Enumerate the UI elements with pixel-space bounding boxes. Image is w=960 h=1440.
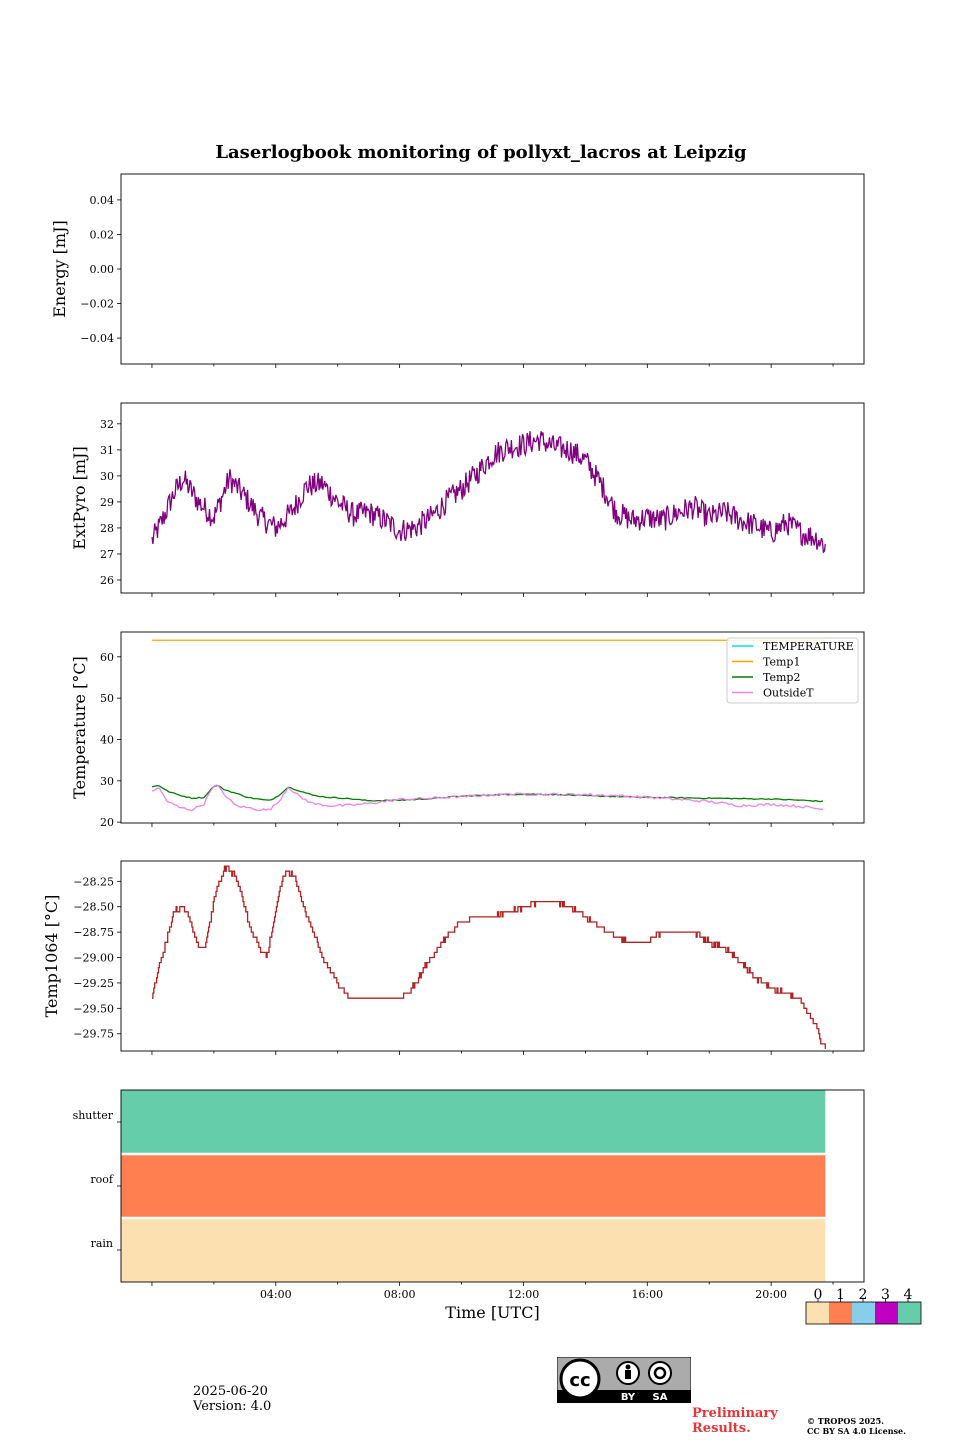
y-tick-label: −29.75 [73,1028,114,1041]
footer-date: 2025-06-20 [193,1384,268,1399]
y-tick-label: 27 [100,548,114,561]
copyright-line1: © TROPOS 2025. [807,1416,884,1426]
legend-box [726,637,859,704]
colorbar-tick-label: 1 [836,1287,845,1303]
share-alike-icon [648,1361,672,1385]
colorbar-frame [805,1301,922,1325]
row-label: rain [91,1237,113,1250]
y-tick-label: 0.02 [90,228,115,241]
row-label: shutter [73,1109,114,1122]
legend-label: Temp2 [763,671,800,684]
y-tick-label: 30 [100,775,114,788]
svg-text:SA: SA [653,1392,668,1403]
y-tick-label: 20 [100,816,114,829]
y-tick-label: −0.04 [80,332,114,345]
prelim-line1: Preliminary [692,1406,778,1421]
y-tick-label: −29.25 [73,977,114,990]
x-axis-label: Time [UTC] [445,1303,539,1322]
temp1064-line [152,865,826,1049]
temp1064-panel: −28.25 −28.50 −28.75 −29.00 −29.25 −29.50 −29.… [42,860,865,1055]
y-tick-label: −28.75 [73,926,114,939]
y-tick-label: 29 [100,496,114,509]
axes-frame [120,1089,865,1283]
x-tick-label: 16:00 [631,1288,663,1301]
y-tick-label: −28.25 [73,875,114,888]
extpyro-panel: 26 27 28 29 30 31 32 ExtPyro [mJ] [70,402,865,597]
y-tick-label: 32 [100,418,114,431]
x-tick-label: 08:00 [384,1288,416,1301]
colorbar-tick-label: 3 [881,1287,890,1303]
y-tick-label: −0.02 [80,298,114,311]
colorbar-cell [829,1302,852,1324]
legend-label: Temp1 [763,656,800,669]
x-tick-label: 12:00 [508,1288,540,1301]
y-tick-label: −29.50 [73,1002,114,1015]
colorbar-cell [806,1302,829,1324]
legend-label: TEMPERATURE [763,640,854,653]
row-label: roof [90,1173,114,1186]
temperature-panel: 20 30 40 50 60 Temperature [°C] TEMPERATURE Tem… [70,631,865,829]
series-line-temp2 [151,784,824,803]
colorbar-cell [852,1302,875,1324]
y-tick-label: −28.50 [73,901,114,914]
prelim-line2: Results. [692,1421,751,1436]
status-panel: shutter roof rain 04:00 08:00 12:00 16:00 20:00… [73,1089,865,1322]
energy-panel: 0.04 0.02 0.00 −0.02 −0.04 Energy [mJ] [50,173,865,368]
colorbar-tick-label: 0 [814,1287,823,1303]
x-tick-label: 04:00 [260,1288,292,1301]
series-line-outsidet [151,784,824,812]
y-tick-label: 28 [100,522,114,535]
x-tick-label: 20:00 [755,1288,787,1301]
cc-license-badge: cc BY SA [556,1356,692,1404]
y-tick-label: 0.04 [90,194,115,207]
y-tick-label: 26 [100,574,114,587]
status-row-shutter [121,1090,826,1154]
y-axis-label: Energy [mJ] [50,220,69,318]
y-tick-label: −29.00 [73,952,114,965]
y-tick-label: 0.00 [90,263,115,276]
colorbar-tick-label: 4 [904,1287,913,1303]
axes-frame [120,173,865,365]
y-tick-label: 31 [100,444,114,457]
extpyro-line [151,431,826,554]
status-row-rain [121,1218,826,1282]
colorbar-cell [875,1302,898,1324]
y-axis-label: Temp1064 [°C] [42,895,61,1018]
axes-frame [120,631,865,824]
y-tick-label: 30 [100,470,114,483]
legend-label: OutsideT [763,687,814,700]
copyright-line2: CC BY SA 4.0 License. [807,1426,906,1436]
figure-title: Laserlogbook monitoring of pollyxt_lacro… [215,142,747,163]
status-row-roof [121,1154,826,1218]
y-axis-label: Temperature [°C] [70,656,89,799]
y-tick-label: 40 [100,733,114,746]
svg-text:BY: BY [621,1392,636,1403]
cc-text: cc [569,1370,590,1391]
axes-frame [120,860,865,1052]
footer-version: Version: 4.0 [193,1399,272,1414]
y-tick-label: 60 [100,651,114,664]
y-tick-label: 50 [100,692,114,705]
colorbar-tick-label: 2 [859,1287,868,1303]
y-axis-label: ExtPyro [mJ] [70,446,89,549]
cc-icon [559,1358,601,1400]
colorbar-cell [898,1302,921,1324]
axes-frame [120,402,865,594]
